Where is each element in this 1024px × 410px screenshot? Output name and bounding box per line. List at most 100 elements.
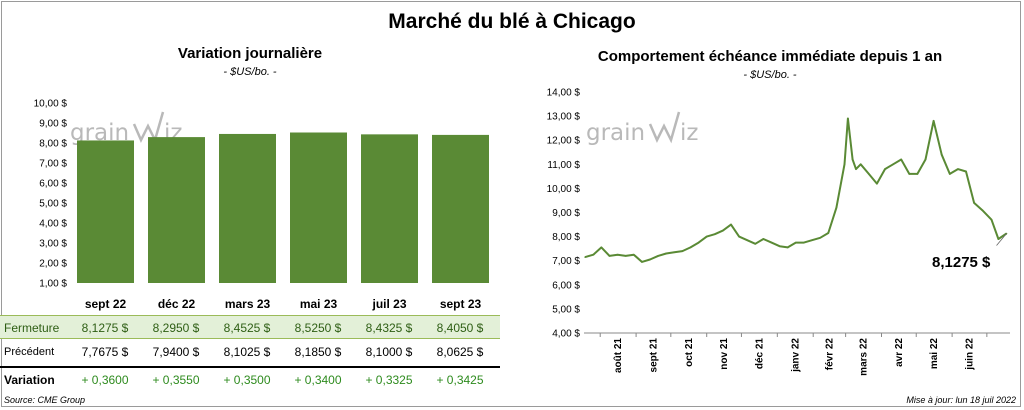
data-point bbox=[965, 170, 967, 173]
table-cell: 7,7675 $ bbox=[81, 345, 129, 359]
data-point bbox=[786, 246, 789, 249]
x-tick-label: sept 23 bbox=[440, 297, 482, 311]
data-point bbox=[673, 251, 676, 254]
y-tick-label: 7,00 $ bbox=[552, 256, 580, 267]
data-point bbox=[689, 246, 692, 249]
x-tick-label: août 21 bbox=[613, 338, 624, 373]
data-point bbox=[600, 246, 603, 249]
bar-chart-title: Variation journalière bbox=[177, 45, 323, 62]
grainwiz-logo-right: grain iz bbox=[586, 111, 698, 146]
data-point bbox=[624, 255, 627, 257]
x-tick-label: sept 21 bbox=[648, 338, 659, 373]
data-point bbox=[940, 153, 943, 156]
table-cell: 8,1275 $ bbox=[81, 321, 129, 335]
row-label: Précédent bbox=[4, 346, 55, 358]
y-tick-label: 6,00 $ bbox=[39, 179, 67, 190]
bar-chart-subtitle: - $US/bo. - bbox=[223, 66, 277, 78]
x-tick-label: mai 22 bbox=[929, 338, 940, 370]
table-row-fermeture: Fermeture 8,1275 $ 8,2950 $ 8,4525 $ 8,5… bbox=[0, 315, 500, 339]
table-cell: 8,5250 $ bbox=[294, 321, 342, 335]
data-point bbox=[908, 173, 911, 175]
data-point bbox=[811, 239, 813, 242]
x-tick-label: mai 23 bbox=[300, 297, 338, 311]
y-tick-label: 6,00 $ bbox=[552, 280, 580, 291]
data-point bbox=[730, 223, 732, 226]
table-cell: + 0,3425 bbox=[436, 373, 484, 387]
data-point bbox=[884, 168, 886, 170]
x-tick-label: nov 21 bbox=[719, 338, 730, 370]
table-cell: 8,4325 $ bbox=[365, 321, 413, 335]
y-tick-label: 2,00 $ bbox=[39, 259, 67, 270]
data-point bbox=[916, 173, 919, 175]
data-point bbox=[835, 206, 838, 209]
table-cell: + 0,3500 bbox=[223, 373, 271, 387]
data-point bbox=[973, 202, 975, 204]
x-tick-label: mars 23 bbox=[225, 297, 271, 311]
data-point bbox=[584, 256, 586, 258]
table-cell: 8,1025 $ bbox=[223, 345, 271, 359]
data-point bbox=[592, 253, 595, 256]
data-point bbox=[892, 163, 894, 166]
data-point bbox=[746, 239, 749, 242]
x-tick-label: sept 22 bbox=[85, 297, 127, 311]
bar bbox=[290, 132, 347, 283]
table-cell: 7,9400 $ bbox=[152, 345, 200, 359]
line-chart-subtitle: - $US/bo. - bbox=[743, 69, 797, 81]
bar bbox=[361, 134, 418, 283]
table-cell: 8,1000 $ bbox=[365, 345, 413, 359]
y-tick-label: 9,00 $ bbox=[39, 119, 67, 130]
data-point bbox=[997, 238, 1000, 240]
data-point bbox=[616, 253, 619, 256]
table-cell: + 0,3325 bbox=[365, 373, 413, 387]
y-tick-label: 10,00 $ bbox=[34, 99, 68, 110]
data-point bbox=[867, 173, 870, 175]
line-chart-title: Comportement échéance immédiate depuis 1… bbox=[597, 48, 943, 65]
y-tick-label: 14,00 $ bbox=[547, 88, 581, 99]
data-point bbox=[649, 258, 651, 261]
data-point bbox=[770, 241, 773, 244]
data-point bbox=[754, 243, 757, 245]
data-point bbox=[990, 218, 993, 221]
data-point bbox=[876, 182, 878, 185]
data-point bbox=[949, 173, 951, 175]
data-point bbox=[900, 158, 902, 161]
table-cell: 8,4525 $ bbox=[223, 321, 271, 335]
x-tick-label: mars 22 bbox=[859, 338, 870, 376]
table-row-precedent: Précédent 7,7675 $ 7,9400 $ 8,1025 $ 8,1… bbox=[0, 340, 500, 364]
y-tick-label: 9,00 $ bbox=[552, 208, 580, 219]
updated-note: Mise à jour: lun 18 juil 2022 bbox=[906, 395, 1016, 405]
table-cell: 8,2950 $ bbox=[152, 321, 200, 335]
x-tick-label: oct 21 bbox=[684, 338, 695, 367]
line-chart: 4,00 $ 5,00 $ 6,00 $ 7,00 $ 8,00 $ 9,00 $ 10,0… bbox=[547, 88, 1010, 376]
x-tick-label: déc 22 bbox=[158, 297, 196, 311]
data-point bbox=[697, 241, 700, 244]
page-title: Marché du blé à Chicago bbox=[388, 10, 636, 33]
y-tick-label: 4,00 $ bbox=[39, 219, 67, 230]
data-point bbox=[924, 158, 927, 161]
data-point bbox=[827, 232, 830, 234]
data-point bbox=[778, 245, 781, 248]
table-cell: 8,4050 $ bbox=[436, 321, 484, 335]
row-label: Variation bbox=[4, 373, 55, 387]
table-row-variation: Variation + 0,3600 + 0,3550 + 0,3500 + 0… bbox=[0, 366, 500, 390]
bar bbox=[432, 134, 489, 283]
bar bbox=[77, 140, 134, 283]
y-tick-label: 4,00 $ bbox=[552, 329, 580, 340]
logo-w-mark bbox=[648, 111, 681, 144]
y-tick-label: 7,00 $ bbox=[39, 159, 67, 170]
data-point bbox=[665, 252, 667, 255]
data-point bbox=[705, 235, 708, 238]
data-point bbox=[803, 241, 805, 244]
logo-w-mark bbox=[132, 111, 165, 144]
y-tick-label: 5,00 $ bbox=[552, 304, 580, 315]
x-tick-label: déc 21 bbox=[754, 338, 765, 370]
x-tick-label: juil 23 bbox=[371, 297, 406, 311]
table-cell: + 0,3550 bbox=[152, 373, 200, 387]
data-point bbox=[855, 168, 857, 170]
x-tick-label: févr 22 bbox=[824, 338, 835, 371]
x-tick-label: janv 22 bbox=[790, 338, 801, 373]
data-point bbox=[819, 237, 821, 239]
data-point bbox=[843, 163, 846, 166]
data-point bbox=[714, 233, 716, 235]
